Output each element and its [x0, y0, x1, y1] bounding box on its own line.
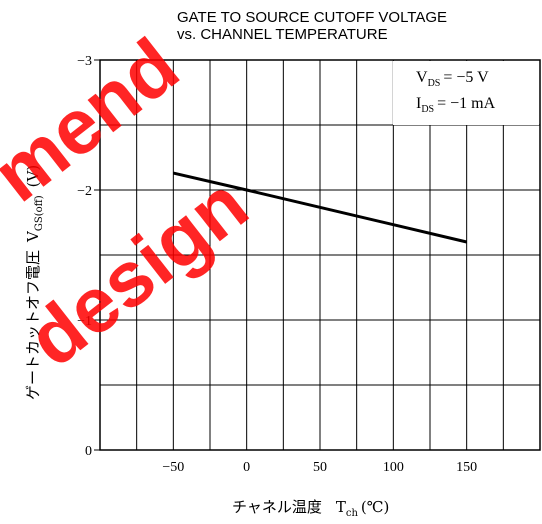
y-tick-label: −2 [77, 184, 92, 199]
condition-ids: IDS = −1 mA [416, 95, 496, 115]
x-tick-labels: −50 0 50 100 150 [162, 460, 477, 475]
x-tick-label: −50 [162, 460, 184, 475]
condition-vds: VDS = −5 V [416, 69, 489, 89]
y-tick-label: −3 [77, 54, 92, 69]
chart-title-line1: GATE TO SOURCE CUTOFF VOLTAGE [177, 9, 447, 26]
series-line-0 [172, 171, 468, 244]
y-tick-label: 0 [85, 444, 92, 459]
x-tick-label: 50 [313, 460, 327, 475]
chart-title-line2: vs. CHANNEL TEMPERATURE [177, 26, 388, 43]
conditions-box [393, 61, 539, 125]
x-tick-label: 150 [456, 460, 477, 475]
watermark: mend design [0, 21, 264, 383]
x-axis-label: チャネル温度 Tch (℃) [232, 498, 389, 519]
y-tick-label: −1 [77, 314, 92, 329]
x-tick-label: 100 [383, 460, 404, 475]
plot-frame [99, 59, 541, 451]
watermark-word-1: mend [0, 21, 194, 218]
series-group [172, 171, 468, 244]
y-axis-label: ゲートカットオフ電圧VGS(off)(V) [24, 165, 45, 400]
x-tick-label: 0 [243, 460, 250, 475]
y-tick-labels: 0 −1 −2 −3 [77, 54, 100, 459]
